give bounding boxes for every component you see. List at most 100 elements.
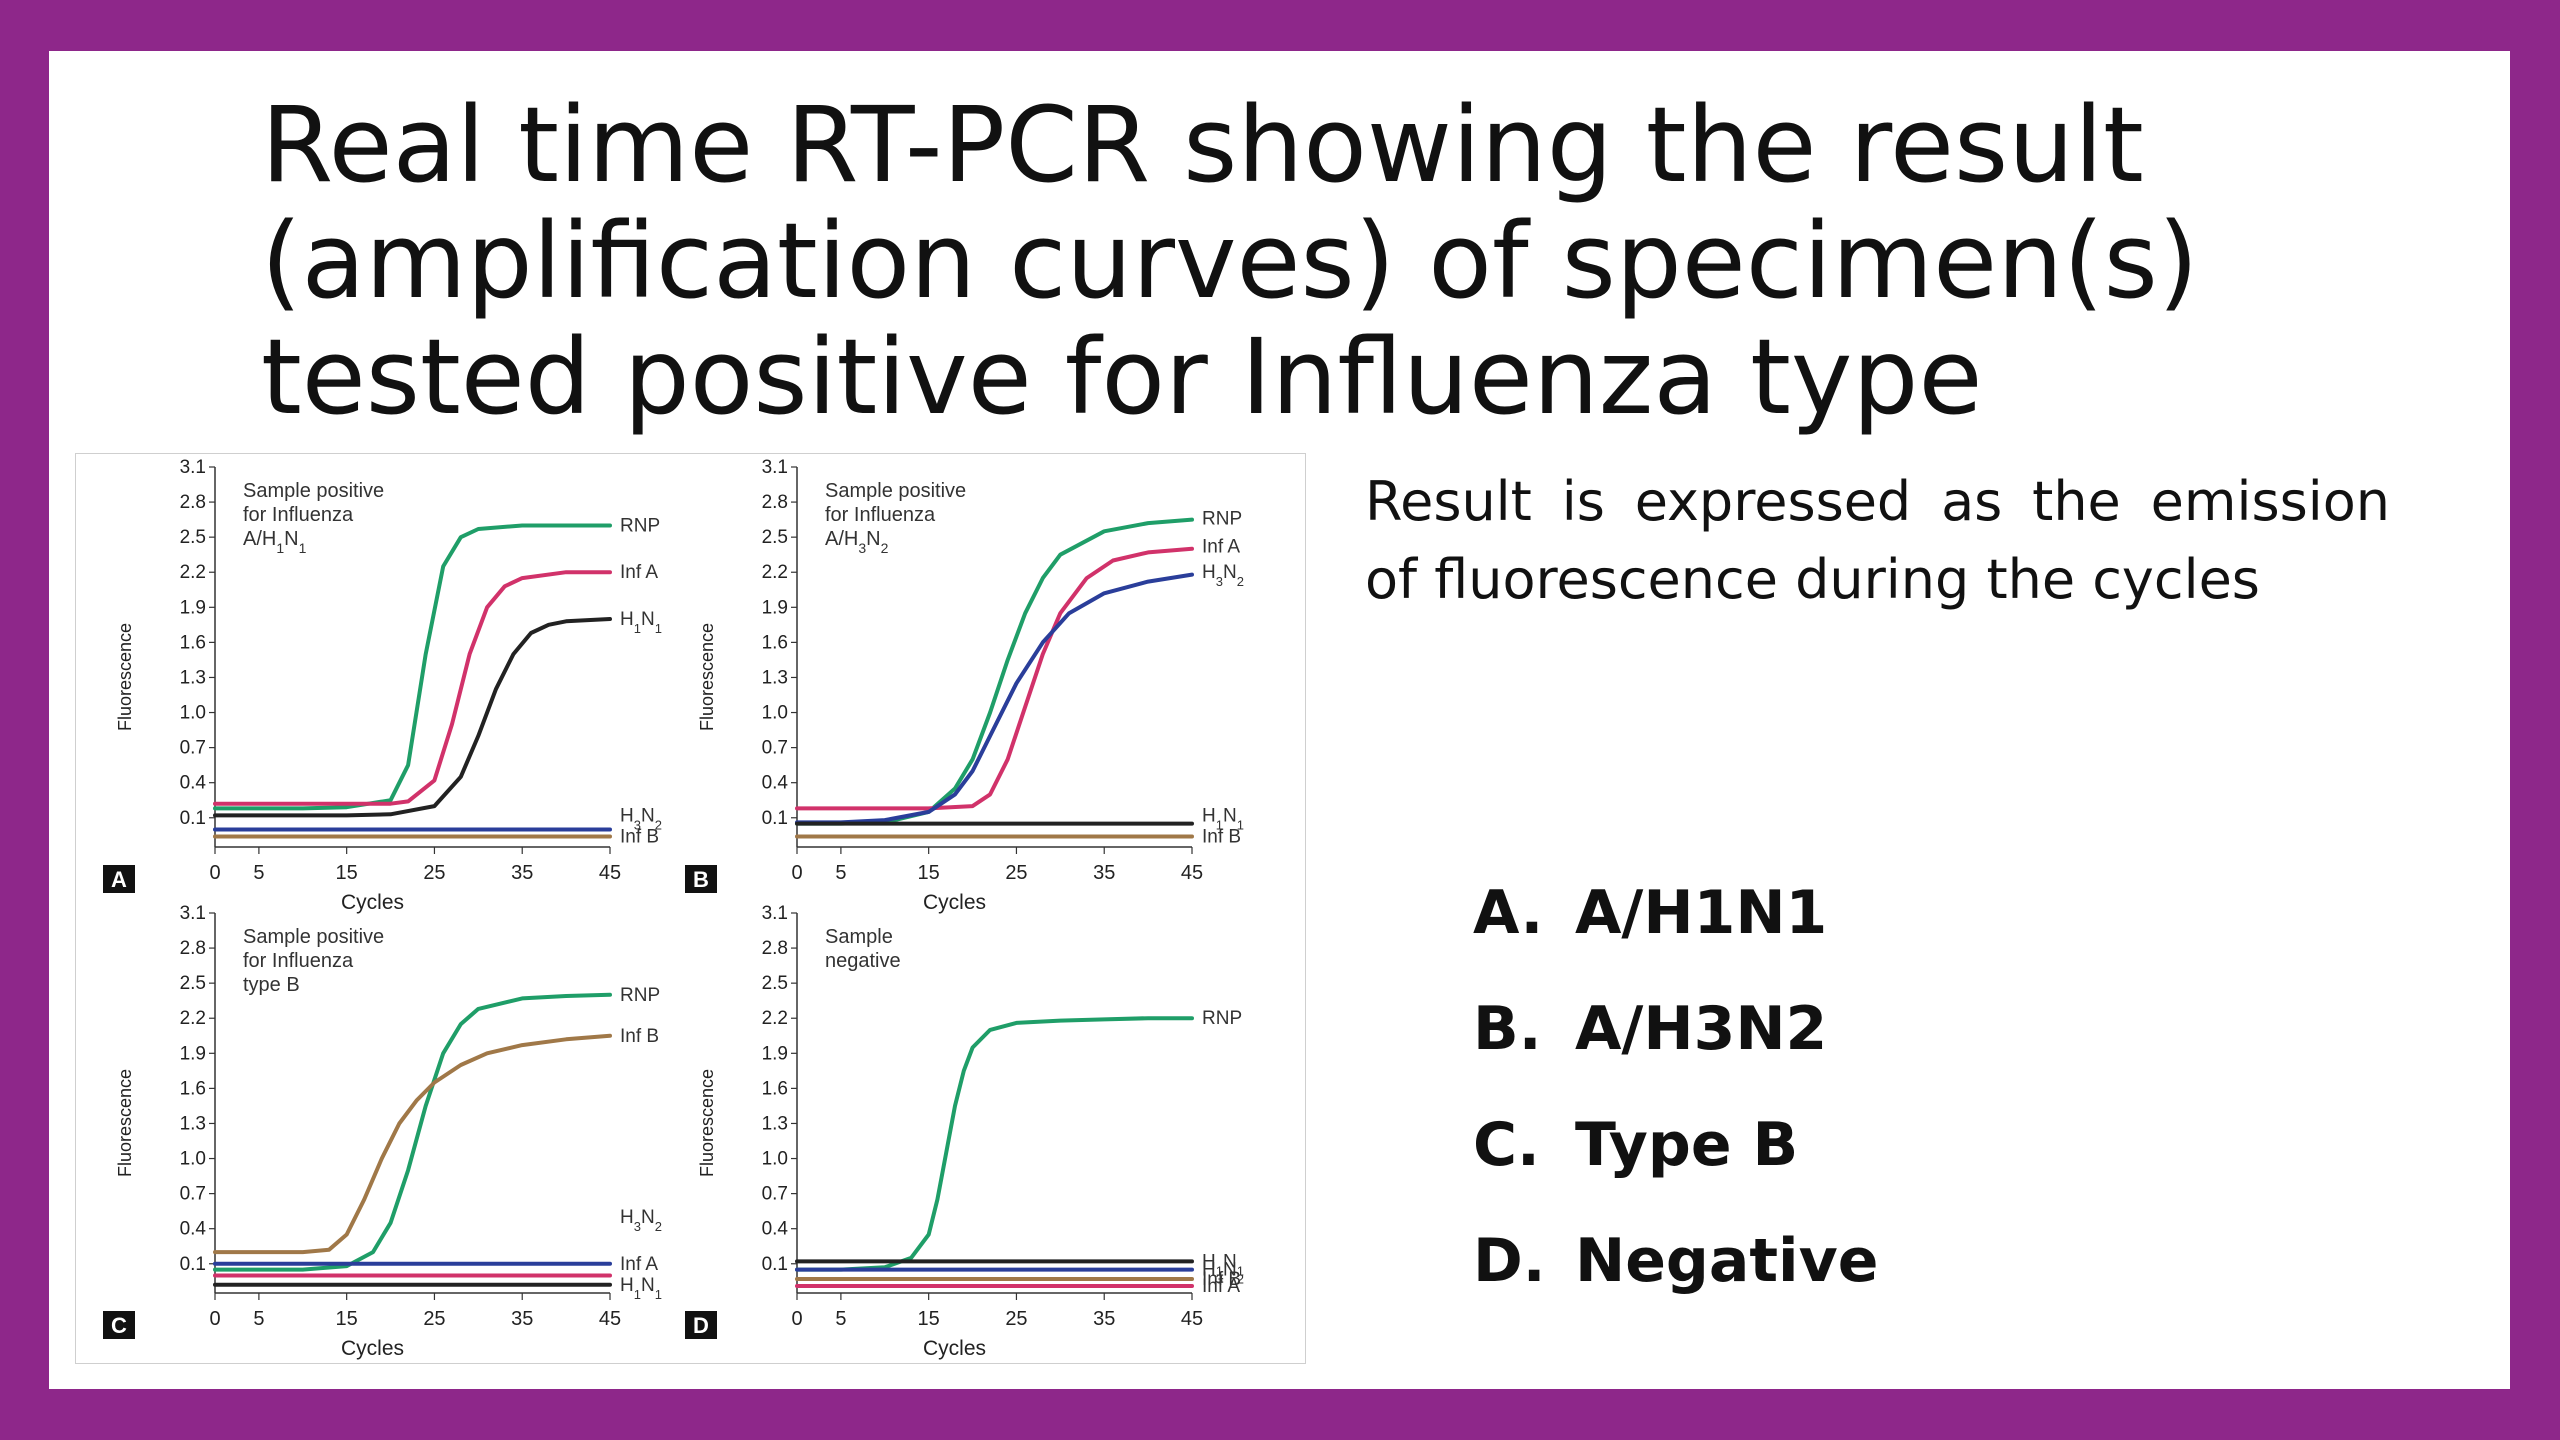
- x-tick-label: 35: [1093, 862, 1115, 884]
- y-tick-label: 1.9: [180, 1043, 206, 1064]
- series-label: RNP: [1202, 508, 1242, 529]
- y-tick-label: 3.1: [180, 903, 206, 924]
- series-label: Inf A: [620, 1254, 658, 1275]
- y-tick-label: 3.1: [762, 903, 788, 924]
- panel-annotation: type B: [243, 974, 300, 996]
- panel-annotation: A/H3N2: [825, 528, 889, 556]
- series-label: RNP: [1202, 1008, 1242, 1029]
- x-tick-label: 5: [253, 1308, 264, 1330]
- panel-annotation: for Influenza: [243, 950, 354, 972]
- series-label: H3N2: [620, 1207, 662, 1234]
- x-tick-label: 25: [1005, 1308, 1027, 1330]
- panel-annotation: A/H1N1: [243, 528, 307, 556]
- y-tick-label: 1.0: [180, 703, 206, 724]
- x-tick-label: 25: [1005, 862, 1027, 884]
- y-tick-label: 1.0: [762, 703, 788, 724]
- y-tick-label: 1.3: [180, 667, 206, 688]
- answer-options: A. A/H1N1 B. A/H3N2 C. Type B D. Negative: [1473, 855, 1878, 1319]
- title-line: (amplification curves) of specimen(s): [261, 200, 2199, 322]
- y-tick-label: 2.2: [180, 562, 206, 583]
- y-tick-label: 0.7: [762, 738, 788, 759]
- series-label: H1N1: [1202, 805, 1244, 832]
- option-letter: C.: [1473, 1110, 1540, 1180]
- series-label: H3N2: [620, 805, 662, 832]
- series-label: Inf B: [620, 1026, 659, 1047]
- option-text: A/H3N2: [1575, 994, 1828, 1064]
- y-tick-label: 0.1: [762, 808, 788, 829]
- y-tick-label: 1.6: [762, 1078, 788, 1099]
- y-tick-label: 0.7: [180, 1184, 206, 1205]
- y-tick-label: 2.5: [180, 973, 206, 994]
- y-tick-label: 1.9: [762, 597, 788, 618]
- panel-annotation: Sample positive: [825, 480, 966, 502]
- series-label: Inf B: [1202, 826, 1241, 847]
- option-text: Type B: [1575, 1110, 1799, 1180]
- option-c[interactable]: C. Type B: [1473, 1087, 1878, 1203]
- y-tick-label: 0.4: [180, 1219, 207, 1240]
- option-d[interactable]: D. Negative: [1473, 1203, 1878, 1319]
- x-tick-label: 0: [791, 1308, 802, 1330]
- x-tick-label: 35: [1093, 1308, 1115, 1330]
- x-axis-label: Cycles: [923, 891, 986, 914]
- series-label: H1N1: [1202, 1251, 1244, 1278]
- x-tick-label: 5: [835, 1308, 846, 1330]
- x-tick-label: 0: [209, 862, 220, 884]
- series-label: Inf B: [620, 826, 659, 847]
- x-tick-label: 35: [511, 1308, 533, 1330]
- panel-annotation: Sample: [825, 926, 893, 948]
- series-line: [213, 570, 612, 806]
- panel-annotation: negative: [825, 950, 901, 972]
- panel-letter: A: [111, 867, 127, 892]
- y-tick-label: 2.8: [762, 938, 788, 959]
- y-tick-label: 0.1: [180, 808, 206, 829]
- series-label: Inf A: [1202, 537, 1240, 558]
- x-tick-label: 5: [253, 862, 264, 884]
- series-line: [795, 572, 1194, 825]
- series-line: [795, 546, 1194, 811]
- panel-annotation: Sample positive: [243, 480, 384, 502]
- series-line: [213, 523, 612, 811]
- series-label: Inf A: [620, 562, 658, 583]
- title-line: tested positive for Influenza type: [261, 316, 1983, 438]
- x-tick-label: 0: [209, 1308, 220, 1330]
- y-tick-label: 1.6: [180, 632, 206, 653]
- x-tick-label: 0: [791, 862, 802, 884]
- panel-letter: D: [693, 1313, 709, 1338]
- option-b[interactable]: B. A/H3N2: [1473, 971, 1878, 1087]
- y-axis-label: Fluorescence: [115, 1069, 135, 1177]
- x-tick-label: 5: [835, 862, 846, 884]
- x-tick-label: 25: [423, 862, 445, 884]
- x-axis-label: Cycles: [341, 1337, 404, 1360]
- y-tick-label: 2.5: [180, 527, 206, 548]
- x-tick-label: 15: [918, 1308, 940, 1330]
- result-description: Result is expressed as the emission of f…: [1365, 470, 2390, 611]
- slide: Real time RT-PCR showing the result (amp…: [49, 51, 2510, 1389]
- chart-panel-c: 0.1 0.4 0.7 1.0 1.3 1.6 1.9 2.2 2.5 2.8 3.1 0 5 15 25 3…: [115, 903, 662, 1360]
- y-tick-label: 1.3: [762, 667, 788, 688]
- x-axis-label: Cycles: [341, 891, 404, 914]
- y-tick-label: 0.7: [762, 1184, 788, 1205]
- panel-badge: [685, 1311, 717, 1339]
- x-tick-label: 15: [336, 862, 358, 884]
- option-text: Negative: [1575, 1226, 1879, 1296]
- y-tick-label: 1.9: [762, 1043, 788, 1064]
- panel-badge: [103, 1311, 135, 1339]
- series-label: Inf B: [1202, 1269, 1241, 1290]
- y-tick-label: 0.4: [762, 1219, 789, 1240]
- option-a[interactable]: A. A/H1N1: [1473, 855, 1878, 971]
- y-tick-label: 0.1: [762, 1254, 788, 1275]
- panel-annotation: Sample positive: [243, 926, 384, 948]
- amplification-charts: 0.10.40.71.01.31.61.92.22.52.83.10 5 15 25 3…: [75, 453, 1306, 1364]
- x-tick-label: 15: [336, 1308, 358, 1330]
- series-label: H1N1: [620, 609, 662, 636]
- option-letter: D.: [1473, 1226, 1546, 1296]
- option-letter: A.: [1473, 878, 1544, 948]
- series-label: RNP: [620, 515, 660, 536]
- y-tick-label: 2.8: [762, 492, 788, 513]
- y-tick-label: 2.8: [180, 938, 206, 959]
- y-tick-label: 0.1: [180, 1254, 206, 1275]
- y-tick-label: 1.3: [180, 1113, 206, 1134]
- y-tick-label: 1.6: [180, 1078, 206, 1099]
- series-label: RNP: [620, 985, 660, 1006]
- y-tick-label: 0.7: [180, 738, 206, 759]
